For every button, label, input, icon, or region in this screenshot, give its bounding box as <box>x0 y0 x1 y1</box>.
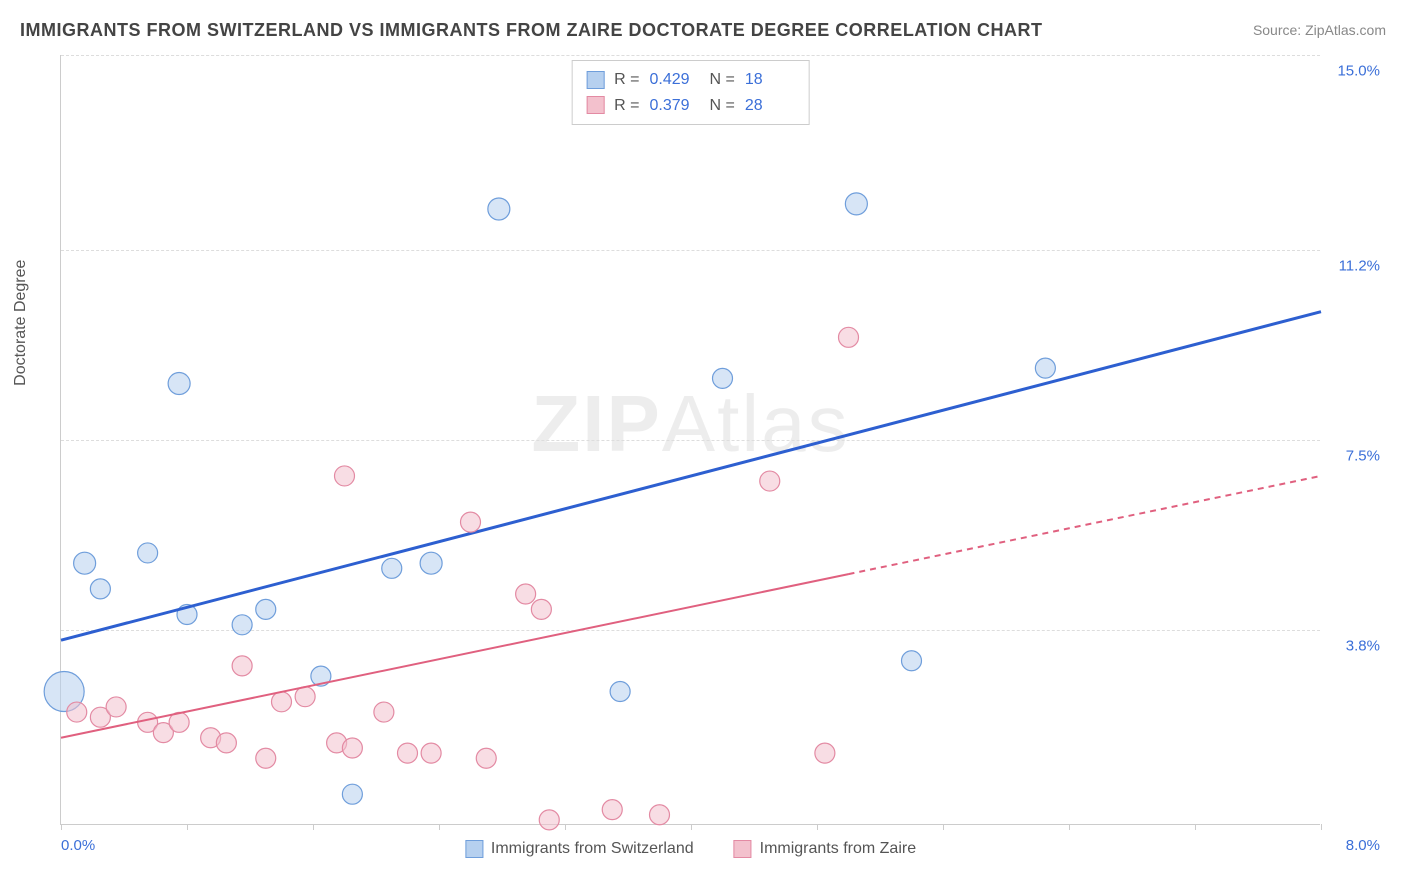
x-tick <box>61 824 62 830</box>
legend-item-zaire: Immigrants from Zaire <box>734 840 916 858</box>
scatter-point-zaire <box>461 512 481 532</box>
scatter-point-zaire <box>815 743 835 763</box>
scatter-point-zaire <box>760 471 780 491</box>
y-tick-label: 3.8% <box>1346 637 1380 654</box>
scatter-point-zaire <box>516 584 536 604</box>
scatter-point-zaire <box>839 327 859 347</box>
legend-item-switzerland: Immigrants from Switzerland <box>465 840 694 858</box>
legend-series: Immigrants from Switzerland Immigrants fr… <box>465 840 916 858</box>
scatter-point-zaire <box>216 733 236 753</box>
x-tick <box>565 824 566 830</box>
x-tick <box>817 824 818 830</box>
legend-r-value: 0.429 <box>650 67 700 93</box>
legend-row-switzerland: R = 0.429 N = 18 <box>586 67 795 93</box>
x-tick <box>1321 824 1322 830</box>
legend-n-label: N = <box>710 67 735 93</box>
scatter-point-zaire <box>650 805 670 825</box>
swatch-switzerland <box>586 71 604 89</box>
scatter-point-zaire <box>295 687 315 707</box>
x-axis-max-label: 8.0% <box>1346 837 1380 854</box>
scatter-point-zaire <box>232 656 252 676</box>
scatter-point-switzerland <box>1035 358 1055 378</box>
legend-label: Immigrants from Zaire <box>760 840 916 858</box>
scatter-point-zaire <box>374 702 394 722</box>
legend-n-value: 28 <box>745 93 795 119</box>
scatter-point-switzerland <box>420 552 442 574</box>
swatch-zaire <box>586 96 604 114</box>
plot-area: Doctorate Degree ZIPAtlas 3.8%7.5%11.2%1… <box>60 55 1320 825</box>
x-tick <box>691 824 692 830</box>
legend-n-label: N = <box>710 93 735 119</box>
legend-label: Immigrants from Switzerland <box>491 840 694 858</box>
legend-row-zaire: R = 0.379 N = 28 <box>586 93 795 119</box>
scatter-point-zaire <box>342 738 362 758</box>
x-tick <box>439 824 440 830</box>
x-tick <box>1069 824 1070 830</box>
x-tick <box>1195 824 1196 830</box>
scatter-point-switzerland <box>488 198 510 220</box>
y-axis-title: Doctorate Degree <box>12 259 30 385</box>
scatter-point-zaire <box>476 748 496 768</box>
legend-correlation: R = 0.429 N = 18 R = 0.379 N = 28 <box>571 60 810 125</box>
scatter-point-switzerland <box>845 193 867 215</box>
scatter-point-switzerland <box>168 373 190 395</box>
legend-r-label: R = <box>614 93 639 119</box>
legend-r-label: R = <box>614 67 639 93</box>
scatter-point-zaire <box>602 800 622 820</box>
scatter-point-switzerland <box>610 682 630 702</box>
y-tick-label: 15.0% <box>1337 63 1380 80</box>
trend-line-zaire <box>61 574 849 738</box>
scatter-point-zaire <box>106 697 126 717</box>
scatter-point-switzerland <box>138 543 158 563</box>
x-tick <box>943 824 944 830</box>
legend-n-value: 18 <box>745 67 795 93</box>
scatter-point-zaire <box>335 466 355 486</box>
y-tick-label: 7.5% <box>1346 448 1380 465</box>
scatter-point-zaire <box>67 702 87 722</box>
scatter-point-switzerland <box>382 558 402 578</box>
legend-r-value: 0.379 <box>650 93 700 119</box>
scatter-point-zaire <box>398 743 418 763</box>
y-tick-label: 11.2% <box>1339 258 1380 275</box>
chart-title: IMMIGRANTS FROM SWITZERLAND VS IMMIGRANT… <box>20 20 1042 41</box>
scatter-point-switzerland <box>902 651 922 671</box>
scatter-point-switzerland <box>74 552 96 574</box>
scatter-point-switzerland <box>232 615 252 635</box>
scatter-point-switzerland <box>90 579 110 599</box>
swatch-zaire <box>734 840 752 858</box>
scatter-point-switzerland <box>713 368 733 388</box>
scatter-point-zaire <box>531 599 551 619</box>
trend-line-zaire-extrapolated <box>849 476 1322 574</box>
x-tick <box>313 824 314 830</box>
scatter-point-zaire <box>272 692 292 712</box>
swatch-switzerland <box>465 840 483 858</box>
x-tick <box>187 824 188 830</box>
scatter-point-zaire <box>539 810 559 830</box>
trend-line-switzerland <box>61 312 1321 641</box>
scatter-point-zaire <box>256 748 276 768</box>
x-axis-min-label: 0.0% <box>61 837 95 854</box>
source-attribution: Source: ZipAtlas.com <box>1253 22 1386 38</box>
scatter-point-switzerland <box>342 784 362 804</box>
scatter-point-zaire <box>421 743 441 763</box>
chart-canvas <box>61 55 1320 824</box>
scatter-point-switzerland <box>256 599 276 619</box>
